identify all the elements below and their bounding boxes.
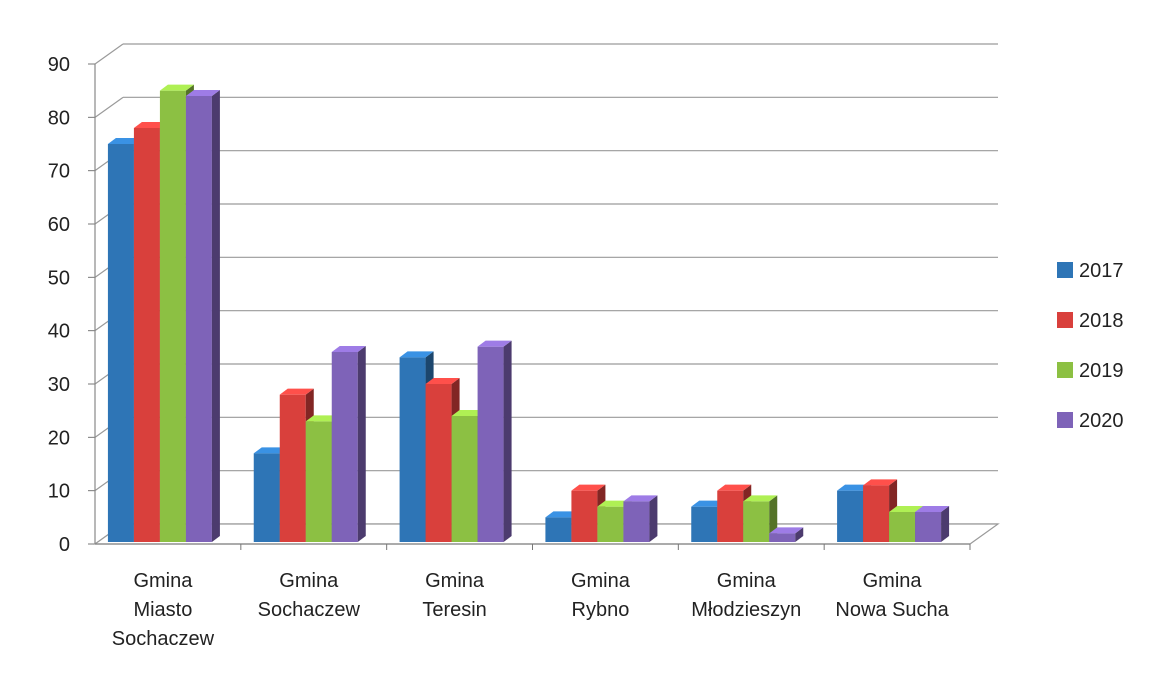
x-category-label: Rybno bbox=[572, 599, 630, 621]
bar-2017-4 bbox=[691, 506, 718, 542]
bar-2018-4 bbox=[717, 490, 744, 542]
bar-2018-3 bbox=[571, 490, 598, 542]
legend-label-2020: 2020 bbox=[1079, 410, 1124, 432]
bar-2019-4 bbox=[743, 501, 770, 542]
x-category-label: Nowa Sucha bbox=[835, 599, 949, 621]
bar-2019-1 bbox=[305, 421, 332, 542]
bar-top-2017-2 bbox=[399, 351, 434, 358]
bar-top-2020-3 bbox=[623, 495, 658, 502]
bar-top-2020-4 bbox=[769, 527, 804, 534]
bar-top-2017-5 bbox=[837, 484, 872, 491]
bar-2020-5 bbox=[915, 512, 942, 542]
legend-swatch-2017 bbox=[1057, 262, 1073, 278]
bar-top-2018-4 bbox=[717, 484, 752, 491]
x-category-label: Miasto bbox=[133, 599, 192, 621]
bar-top-2017-0 bbox=[107, 138, 142, 144]
bar-top-2017-3 bbox=[545, 511, 580, 518]
y-tick-label: 90 bbox=[48, 54, 70, 76]
bar-top-2020-0 bbox=[185, 90, 220, 96]
x-category-label: Teresin bbox=[422, 599, 486, 621]
bar-top-2019-5 bbox=[889, 506, 924, 512]
bar-2020-3 bbox=[623, 501, 650, 542]
bar-2019-0 bbox=[159, 90, 186, 543]
bar-top-2017-4 bbox=[691, 500, 726, 507]
y-tick-label: 40 bbox=[48, 321, 70, 343]
bar-top-2019-0 bbox=[159, 84, 194, 91]
bar-2017-2 bbox=[399, 357, 426, 542]
y-tick-label: 50 bbox=[48, 267, 70, 289]
x-category-label: Gmina bbox=[717, 570, 777, 592]
bar-2019-2 bbox=[451, 416, 478, 542]
bar-top-2018-5 bbox=[863, 479, 898, 486]
bar-top-2018-0 bbox=[133, 122, 168, 128]
bar-2019-3 bbox=[597, 506, 624, 542]
bar-top-2020-2 bbox=[477, 340, 512, 347]
y-tick-label: 30 bbox=[48, 374, 70, 396]
bar-side-2020-4 bbox=[795, 527, 804, 542]
bar-top-2020-5 bbox=[915, 506, 950, 512]
x-category-label: Sochaczew bbox=[258, 599, 361, 621]
grid-side-9 bbox=[94, 43, 124, 65]
bar-2018-2 bbox=[425, 384, 452, 542]
legend-swatch-2020 bbox=[1057, 412, 1073, 428]
bar-top-2019-1 bbox=[305, 415, 340, 422]
bar-2017-3 bbox=[545, 517, 572, 542]
legend-label-2018: 2018 bbox=[1079, 310, 1124, 332]
legend-swatch-2018 bbox=[1057, 312, 1073, 328]
bar-top-2018-1 bbox=[279, 388, 314, 395]
x-category-label: Gmina bbox=[571, 570, 631, 592]
bar-top-2019-2 bbox=[451, 410, 486, 416]
bar-2020-2 bbox=[477, 346, 504, 542]
bar-top-2018-3 bbox=[571, 484, 606, 491]
x-category-label: Gmina bbox=[279, 570, 339, 592]
grid-side-8 bbox=[94, 96, 124, 118]
bar-top-2020-1 bbox=[331, 346, 366, 352]
x-category-label: Gmina bbox=[133, 570, 193, 592]
bar-side-2020-2 bbox=[503, 340, 512, 542]
bar-2017-1 bbox=[253, 453, 280, 542]
bar-2018-0 bbox=[133, 128, 160, 542]
bar-2018-1 bbox=[279, 394, 306, 542]
x-category-label: Młodzieszyn bbox=[691, 599, 801, 621]
x-category-label: Sochaczew bbox=[112, 628, 215, 650]
x-category-label: Gmina bbox=[863, 570, 923, 592]
bar-top-2019-4 bbox=[743, 495, 778, 502]
bar-side-2020-3 bbox=[649, 495, 658, 542]
y-tick-label: 60 bbox=[48, 214, 70, 236]
bar-2020-4 bbox=[769, 533, 796, 542]
bar-top-2019-3 bbox=[597, 500, 632, 507]
bar-2020-1 bbox=[331, 352, 358, 542]
bar-side-2020-5 bbox=[941, 506, 950, 542]
legend-label-2017: 2017 bbox=[1079, 260, 1124, 282]
bar-2020-0 bbox=[185, 96, 212, 542]
bar-side-2020-1 bbox=[357, 346, 366, 542]
bar-top-2017-1 bbox=[253, 447, 288, 454]
y-tick-label: 70 bbox=[48, 161, 70, 183]
y-tick-label: 10 bbox=[48, 481, 70, 503]
y-tick-label: 0 bbox=[59, 534, 70, 556]
bar-top-2018-2 bbox=[425, 378, 460, 384]
x-category-label: Gmina bbox=[425, 570, 485, 592]
legend-label-2019: 2019 bbox=[1079, 360, 1124, 382]
bar-2017-0 bbox=[107, 144, 134, 542]
bar-2018-5 bbox=[863, 485, 890, 542]
bar-2017-5 bbox=[837, 490, 864, 542]
bar-2019-5 bbox=[889, 512, 916, 542]
y-tick-label: 80 bbox=[48, 107, 70, 129]
bar-side-2020-0 bbox=[211, 90, 220, 542]
legend-swatch-2019 bbox=[1057, 362, 1073, 378]
y-tick-label: 20 bbox=[48, 427, 70, 449]
